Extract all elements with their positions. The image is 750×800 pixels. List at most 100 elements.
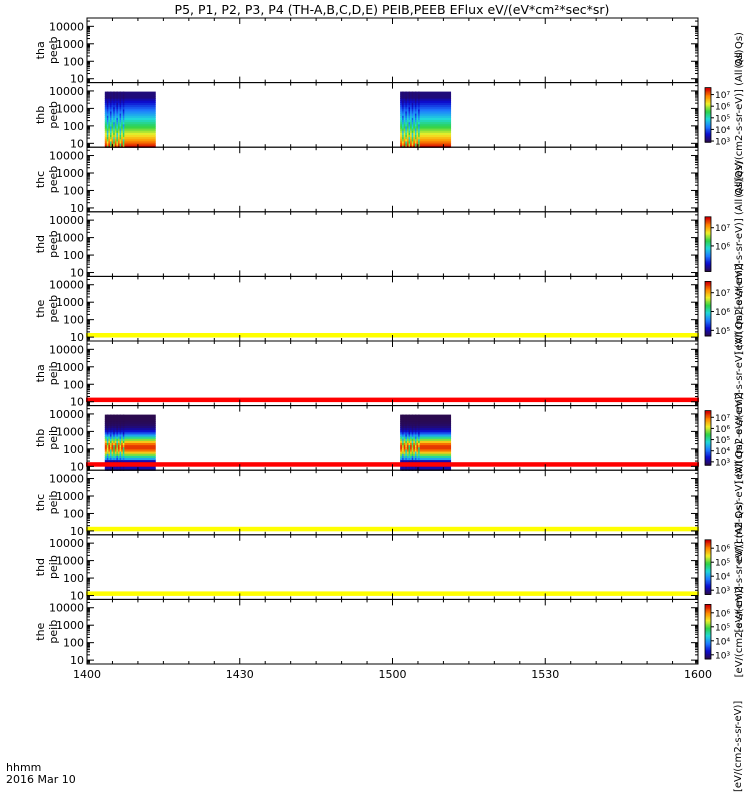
spectrogram-streak (122, 418, 125, 422)
spectrogram-streak (116, 115, 118, 118)
colorbar-step (705, 292, 711, 295)
spectrogram-streak (116, 416, 118, 420)
spectrogram-streak (414, 435, 417, 439)
colorbar-step (705, 572, 711, 575)
spectrogram-cell (400, 93, 452, 97)
colorbar-step (705, 422, 711, 425)
y-tick-label: 10000 (49, 85, 84, 98)
spectrogram-streak (405, 93, 407, 97)
spectrogram-cell (400, 115, 452, 118)
spectrogram-streak (411, 130, 414, 133)
colorbar-unit-label: eV/(cm2-s-sr-eV) (All Qs) (734, 441, 745, 564)
colorbar-step (705, 605, 711, 608)
spectrogram-streak (408, 465, 411, 469)
colorbar-step (705, 440, 711, 443)
colorbar-step (705, 616, 711, 619)
spectrogram-streak (119, 127, 122, 131)
y-tick-label: 10000 (49, 408, 84, 421)
colorbar-step (705, 462, 711, 465)
spectrogram-streak (402, 438, 404, 441)
spectrogram-streak (106, 125, 109, 129)
spectrogram-streak (408, 457, 411, 461)
spectrogram-streak (418, 429, 420, 433)
colorbar-step (705, 591, 711, 594)
colorbar-step (705, 579, 711, 582)
spectrogram-streak (402, 121, 404, 125)
spectrogram-streak (116, 119, 118, 123)
spectrogram-streak (110, 104, 112, 108)
spectrogram-streak (110, 112, 112, 116)
spectrogram-streak (418, 121, 420, 125)
spectrogram-streak (405, 435, 407, 439)
spectrogram-streak (405, 125, 407, 129)
spectrogram-cell (400, 119, 452, 123)
spectrogram-streak (106, 130, 109, 133)
spectrogram-streak (122, 119, 125, 123)
spectrogram-streak (408, 132, 411, 135)
spectrogram-streak (122, 102, 125, 106)
spectrogram-streak (110, 427, 112, 431)
spectrogram-streak (113, 459, 115, 463)
spectrogram-streak (113, 121, 115, 125)
spectrogram-cell (400, 427, 452, 431)
spectrogram-streak (110, 465, 112, 469)
spectrogram-cell (400, 104, 452, 108)
colorbar-step (705, 249, 711, 252)
spectrogram-streak (408, 438, 411, 441)
spectrogram-streak (110, 117, 112, 120)
spectrogram-streak (405, 427, 407, 431)
spectrogram-streak (110, 123, 112, 127)
spectrogram-streak (408, 100, 411, 103)
spectrogram-streak (116, 459, 118, 463)
spectrogram-streak (119, 95, 122, 99)
spectrogram-streak (113, 142, 115, 146)
colorbar-tick-label: 10⁷ (715, 91, 730, 101)
y-tick-label: 10 (70, 267, 84, 280)
colorbar-step (705, 604, 711, 607)
spectrogram-streak (414, 455, 417, 458)
colorbar-frame (704, 87, 712, 143)
colorbar-frame (704, 410, 712, 466)
colorbar-step (705, 87, 711, 90)
spectrogram-streak (119, 134, 122, 138)
colorbar-step (705, 237, 711, 240)
spectrogram-streak (122, 431, 125, 435)
spectrogram-streak (113, 130, 115, 133)
spectrogram-cell (104, 444, 156, 448)
spectrogram-cell (104, 465, 156, 469)
colorbar-tick-label: 10⁶ (715, 103, 730, 113)
spectrogram-streak (106, 121, 109, 125)
spectrogram-streak (411, 457, 414, 461)
spectrogram-streak (110, 431, 112, 435)
spectrogram-streak (408, 468, 411, 471)
spectrogram-streak (414, 453, 417, 456)
spectrogram-streak (411, 414, 414, 418)
spectrogram-streak (411, 134, 414, 138)
colorbar-step (705, 108, 711, 110)
spectrogram-cell (400, 444, 452, 448)
colorbar-step (705, 648, 711, 650)
spectrogram-streak (402, 117, 404, 120)
colorbar-step (705, 448, 711, 451)
panel-label-probe: thc (34, 494, 47, 511)
spectrogram-streak (418, 138, 420, 142)
spectrogram-streak (408, 442, 411, 446)
spectrogram-streak (113, 98, 115, 101)
spectrogram-cell (400, 450, 452, 454)
spectrogram-streak (110, 115, 112, 118)
spectrogram-streak (414, 115, 417, 118)
spectrogram-streak (113, 112, 115, 116)
spectrogram-streak (122, 91, 125, 95)
spectrogram-streak (418, 104, 420, 108)
spectrogram-streak (122, 132, 125, 135)
spectrogram-streak (110, 93, 112, 97)
spectrogram-streak (119, 446, 122, 450)
spectrogram-streak (116, 123, 118, 127)
spectrogram-cell (104, 435, 156, 439)
spectrogram-streak (414, 136, 417, 140)
spectrogram-streak (113, 425, 115, 429)
colorbar-step (705, 433, 711, 436)
spectrogram-streak (113, 465, 115, 469)
